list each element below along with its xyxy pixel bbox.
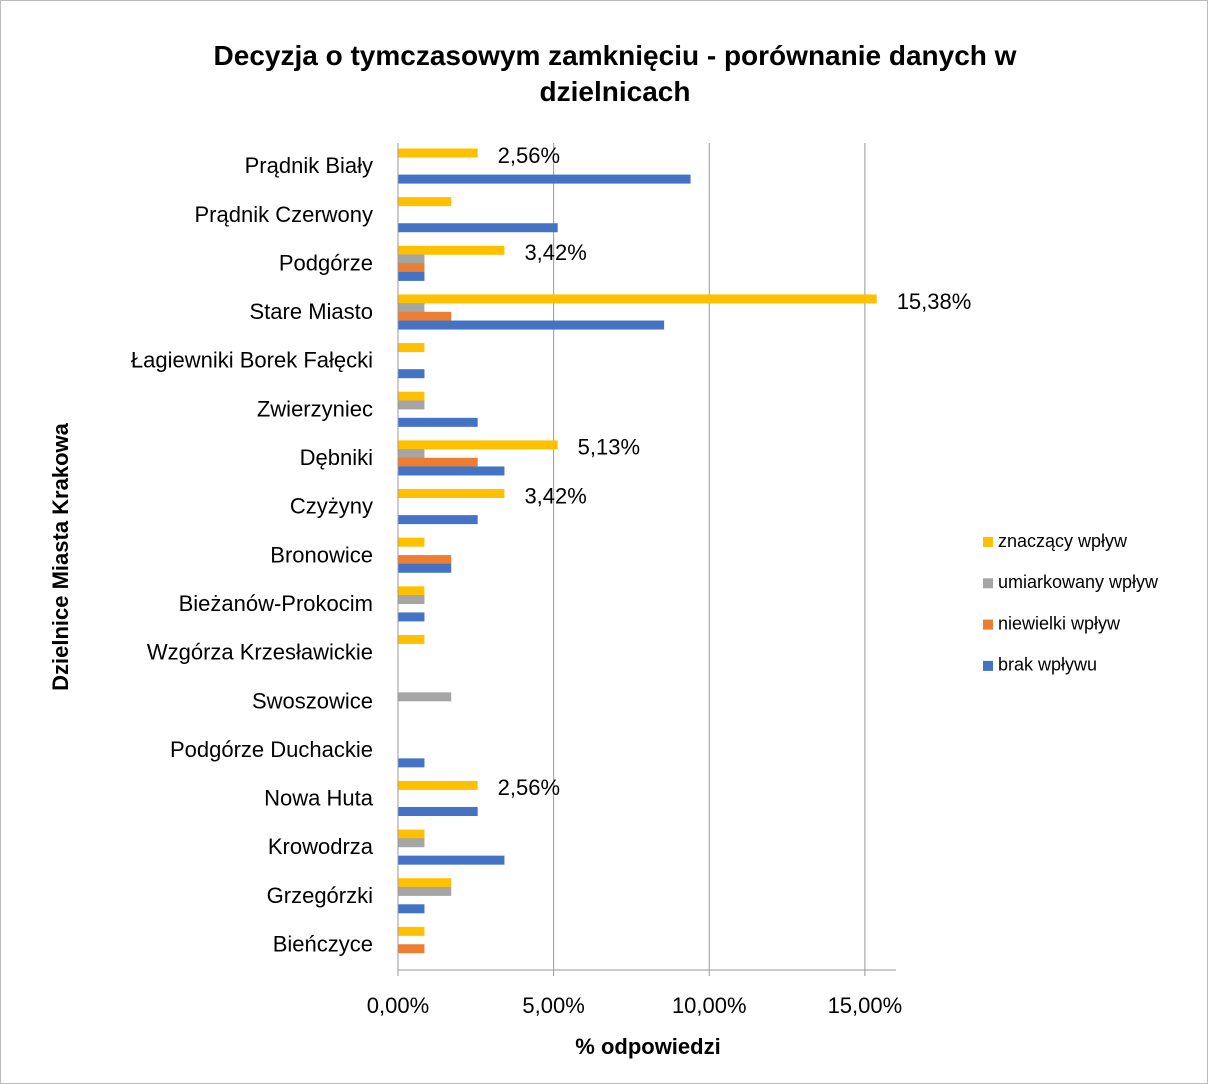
bar — [398, 612, 425, 622]
bar — [398, 369, 425, 379]
legend-label: brak wpływu — [998, 655, 1097, 675]
legend-swatch — [983, 660, 993, 671]
x-axis-label: % odpowiedzi — [575, 1034, 720, 1059]
bar — [398, 489, 505, 499]
bar — [398, 457, 478, 467]
bar — [398, 254, 425, 264]
bar — [398, 294, 877, 304]
bar — [398, 926, 425, 936]
bar — [398, 343, 425, 353]
bar — [398, 595, 425, 605]
y-tick-label: Krowodrza — [268, 834, 374, 859]
bar — [398, 320, 665, 330]
bar — [398, 807, 478, 817]
bar — [398, 758, 425, 768]
bar — [398, 391, 425, 401]
y-tick-label: Zwierzyniec — [257, 396, 373, 421]
data-label: 2,56% — [498, 775, 560, 800]
bar — [398, 838, 425, 848]
bar — [398, 303, 425, 313]
bar — [398, 886, 452, 896]
bar — [398, 449, 425, 459]
bar — [398, 466, 505, 476]
legend-swatch — [983, 578, 993, 589]
y-tick-label: Bieżanów-Prokocim — [179, 591, 373, 616]
x-tick-label: 5,00% — [522, 993, 584, 1018]
y-tick-label: Łagiewniki Borek Fałęcki — [131, 348, 373, 373]
x-tick-label: 10,00% — [672, 993, 747, 1018]
data-label: 2,56% — [498, 143, 560, 168]
bar — [398, 197, 452, 207]
y-tick-label: Bronowice — [270, 542, 373, 567]
bar — [398, 692, 452, 702]
bar — [398, 174, 691, 184]
y-tick-label: Stare Miasto — [250, 299, 374, 324]
legend-swatch — [983, 537, 993, 547]
y-axis-label: Dzielnice Miasta Krakowa — [48, 422, 73, 691]
y-tick-label: Swoszowice — [252, 688, 373, 713]
bar — [398, 417, 478, 427]
data-label: 3,42% — [524, 240, 586, 265]
bar — [398, 944, 425, 954]
legend-label: znaczący wpływ — [998, 531, 1128, 551]
y-tick-label: Wzgórza Krzesławickie — [147, 640, 373, 665]
y-tick-label: Prądnik Czerwony — [194, 202, 373, 227]
data-label: 15,38% — [897, 289, 972, 314]
bar — [398, 148, 478, 158]
bar — [398, 440, 558, 450]
y-tick-label: Dębniki — [300, 445, 373, 470]
data-label: 5,13% — [578, 435, 640, 460]
y-tick-label: Bieńczyce — [273, 931, 373, 956]
legend-label: niewielki wpływ — [998, 613, 1121, 633]
bar — [398, 537, 425, 547]
bar — [398, 563, 452, 573]
bar — [398, 223, 558, 233]
data-label: 3,42% — [524, 483, 586, 508]
x-tick-label: 15,00% — [828, 993, 903, 1018]
legend-swatch — [983, 619, 993, 630]
bar — [398, 271, 425, 281]
bar — [398, 855, 505, 865]
y-tick-label: Grzegórzki — [267, 883, 373, 908]
bar — [398, 515, 478, 525]
x-tick-label: 0,00% — [367, 993, 429, 1018]
bar — [398, 555, 452, 565]
legend-label: umiarkowany wpływ — [998, 572, 1159, 592]
bar — [398, 829, 425, 839]
bar — [398, 263, 425, 273]
y-tick-label: Podgórze — [279, 250, 373, 275]
y-tick-label: Prądnik Biały — [245, 153, 373, 178]
bar — [398, 586, 425, 596]
y-tick-label: Czyżyny — [290, 494, 373, 519]
bar — [398, 780, 478, 790]
bar — [398, 311, 452, 321]
bar — [398, 245, 505, 255]
chart-title: Decyzja o tymczasowym zamknięciu - porów… — [213, 40, 1017, 107]
y-tick-label: Podgórze Duchackie — [170, 737, 373, 762]
bar — [398, 400, 425, 410]
bar — [398, 634, 425, 644]
y-tick-label: Nowa Huta — [264, 786, 374, 811]
bar — [398, 878, 452, 888]
bar — [398, 904, 425, 914]
